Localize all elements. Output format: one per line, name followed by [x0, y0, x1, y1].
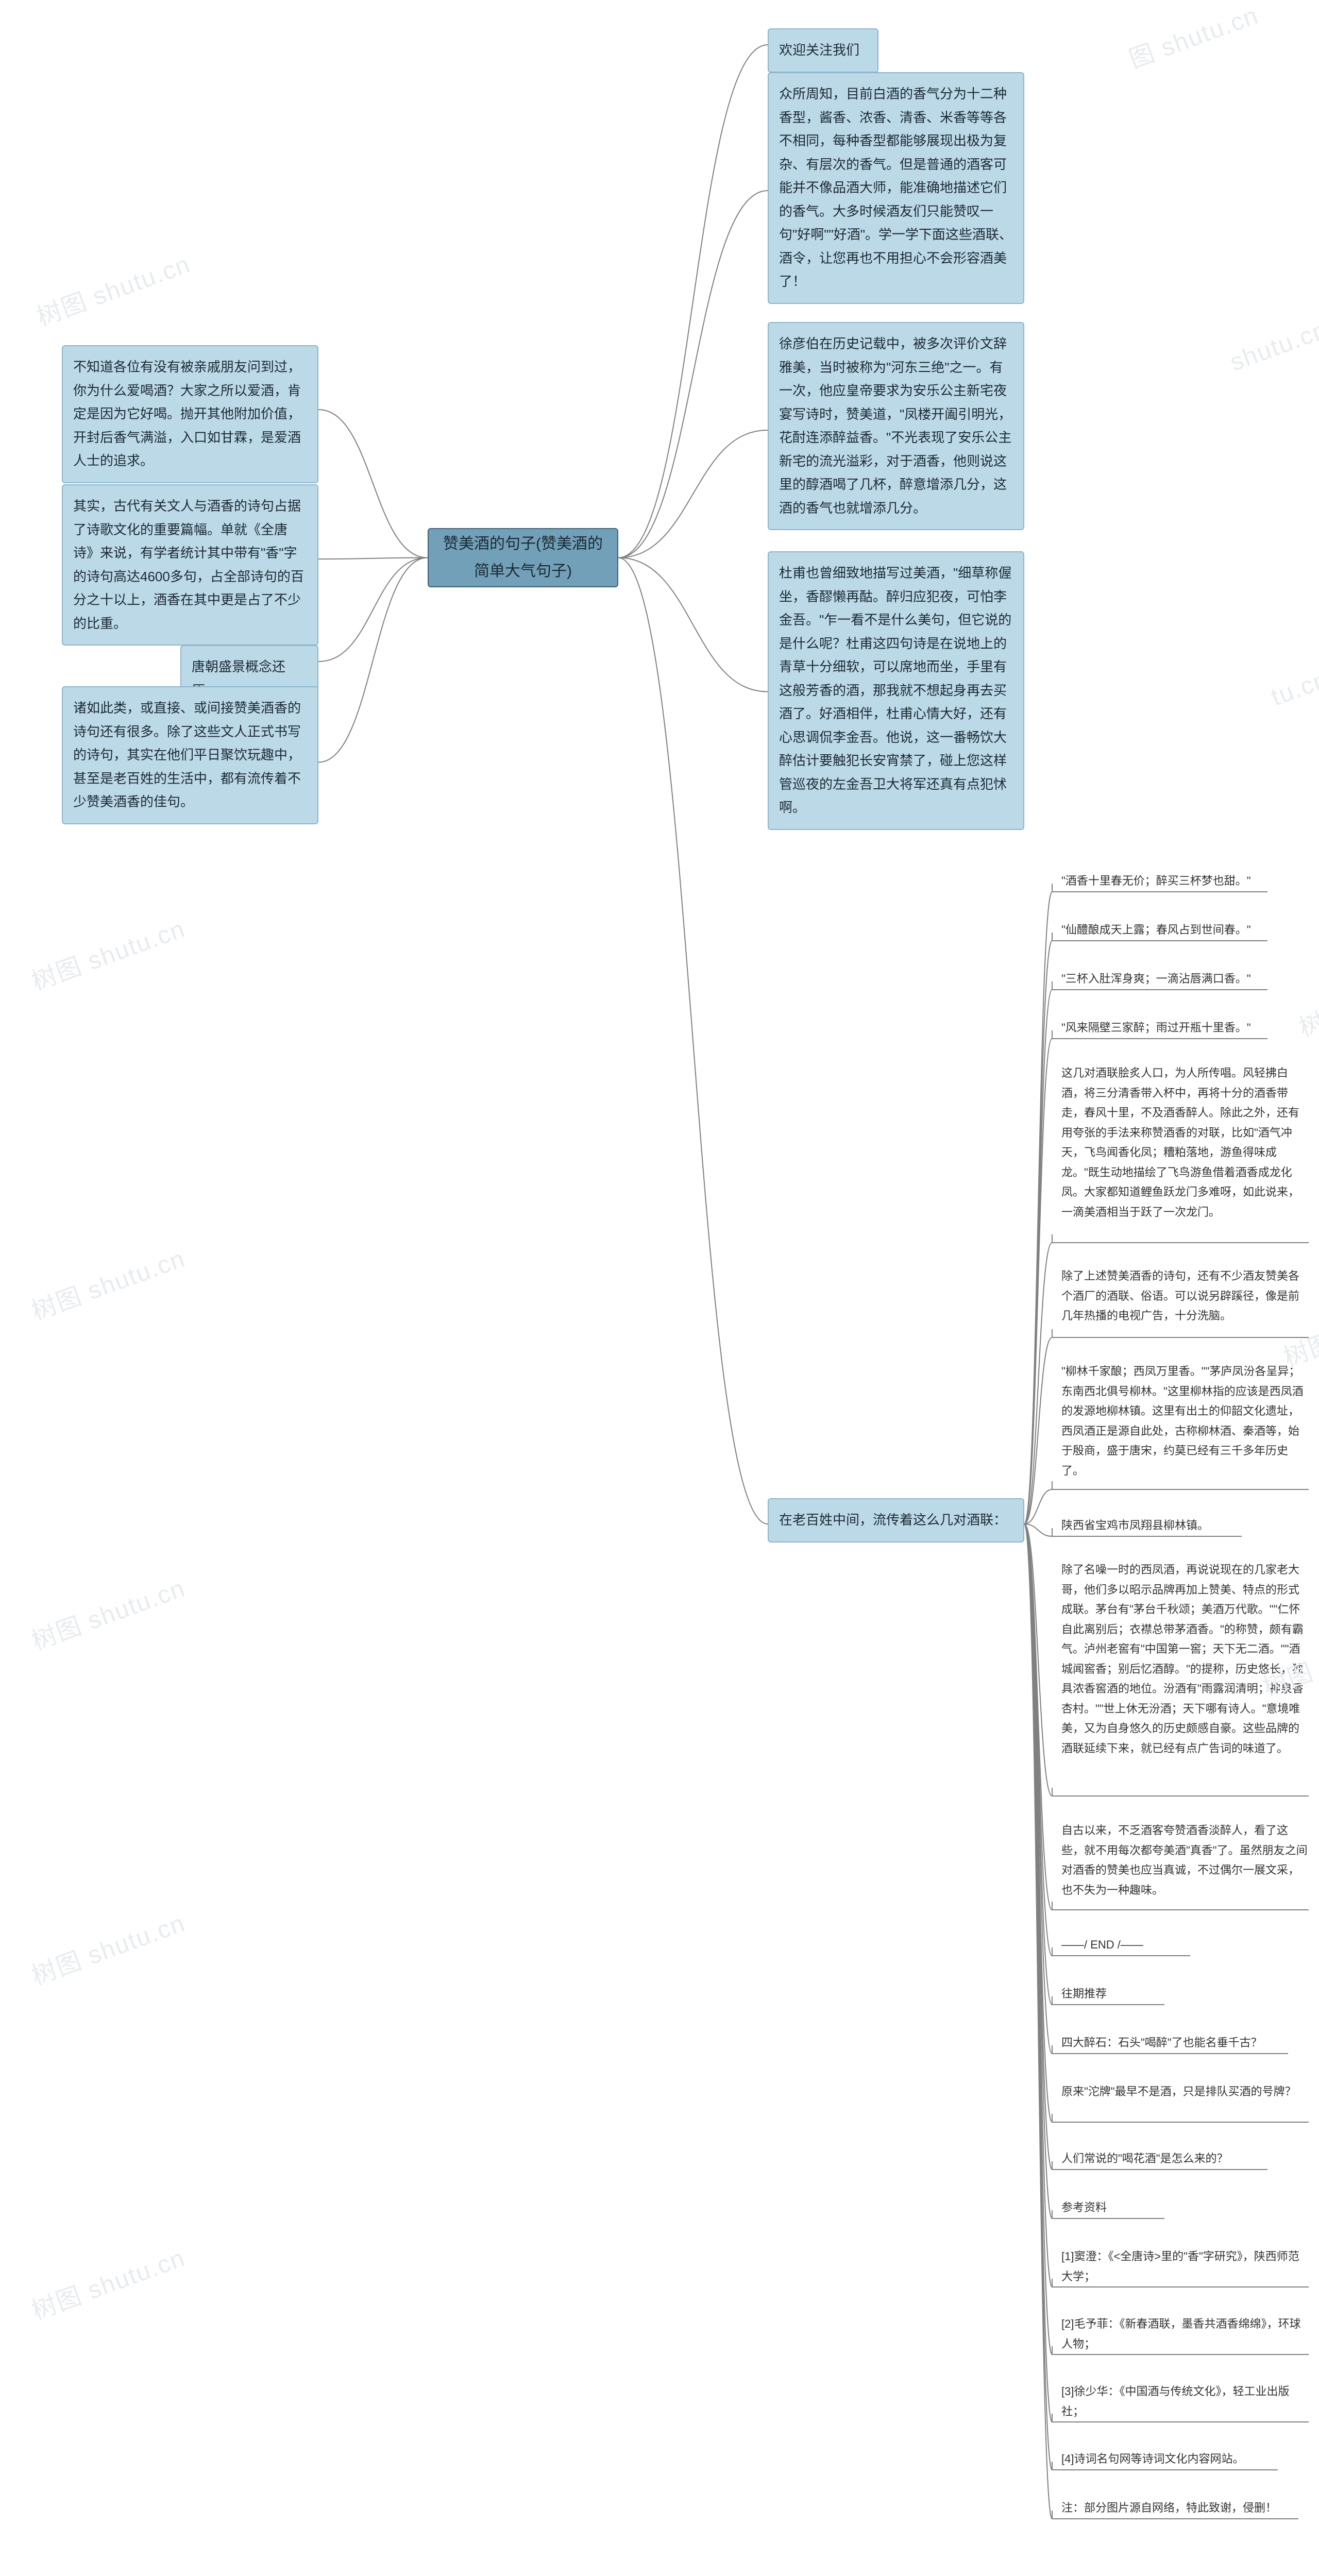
mindmap-node: 欢迎关注我们	[768, 28, 878, 73]
watermark: 树图 shutu.cn	[31, 244, 195, 333]
mindmap-leaf: 原来"沱牌"最早不是酒，只是排队买酒的号牌？	[1061, 2078, 1309, 2106]
mindmap-leaf: 除了上述赞美酒香的诗句，还有不少酒友赞美各个酒厂的酒联、俗语。可以说另辟蹊径，像…	[1061, 1262, 1309, 1330]
watermark: 树图 shutu.cn	[26, 1238, 190, 1327]
mindmap-leaf: 除了名噪一时的西凤酒，再说说现在的几家老大哥，他们多以昭示品牌再加上赞美、特点的…	[1061, 1556, 1309, 1762]
watermark: 树图 shutu.cn	[26, 2238, 190, 2327]
mindmap-node: 诸如此类，或直接、或间接赞美酒香的诗句还有很多。除了这些文人正式书写的诗句，其实…	[62, 686, 318, 824]
mindmap-root: 赞美酒的句子(赞美酒的简单大气句子)	[428, 528, 618, 587]
mindmap-leaf: "仙醴酿成天上露；春风占到世间春。"	[1061, 916, 1267, 944]
mindmap-leaf: 陕西省宝鸡市凤翔县柳林镇。	[1061, 1512, 1242, 1540]
mindmap-leaf: 参考资料	[1061, 2194, 1164, 2222]
mindmap-node: 其实，古代有关文人与酒香的诗句占据了诗歌文化的重要篇幅。单就《全唐诗》来说，有学…	[62, 484, 318, 646]
mindmap-leaf: 自古以来，不乏酒客夸赞酒香淡醉人，看了这些，就不用每次都夸美酒"真香"了。虽然朋…	[1061, 1817, 1309, 1904]
mindmap-leaf: [2]毛予菲：《新春酒联，墨香共酒香绵绵》，环球人物；	[1061, 2310, 1309, 2358]
mindmap-leaf: 人们常说的"喝花酒"是怎么来的？	[1061, 2145, 1267, 2173]
mindmap-leaf: [4]诗词名句网等诗词文化内容网站。	[1061, 2445, 1278, 2473]
watermark: tu.cn	[1267, 665, 1319, 712]
mindmap-node: 不知道各位有没有被亲戚朋友问到过，你为什么爱喝酒？大家之所以爱酒，肯定是因为它好…	[62, 345, 318, 483]
mindmap-node: 在老百姓中间，流传着这么几对酒联：	[768, 1498, 1024, 1543]
mindmap-leaf: [3]徐少华：《中国酒与传统文化》，轻工业出版社；	[1061, 2378, 1309, 2426]
mindmap-leaf: 四大醉石：石头"喝醉"了也能名垂千古？	[1061, 2029, 1288, 2057]
mindmap-leaf: [1]窦澄：《<全唐诗>里的"香"字研究》，陕西师范大学；	[1061, 2243, 1309, 2291]
mindmap-leaf: 往期推荐	[1061, 1980, 1164, 2008]
mindmap-leaf: "三杯入肚浑身爽；一滴沾唇满口香。"	[1061, 965, 1267, 993]
mindmap-leaf: "风来隔壁三家醉；雨过开瓶十里香。"	[1061, 1014, 1267, 1042]
watermark: shutu.cn	[1226, 315, 1319, 377]
watermark: 图 shutu.cn	[1123, 0, 1263, 75]
watermark: 树图 shutu.cn	[26, 2567, 190, 2576]
watermark: 树图 shutu.cn	[26, 908, 190, 997]
watermark: 树	[1293, 1001, 1319, 1044]
mindmap-leaf: "柳林千家酿；西凤万里香。""茅庐凤汾各呈异；东南西北俱号柳林。"这里柳林指的应…	[1061, 1358, 1309, 1485]
mindmap-leaf: 这几对酒联脍炙人口，为人所传唱。风轻拂白酒，将三分清香带入杯中，再将十分的酒香带…	[1061, 1059, 1309, 1226]
mindmap-node: 徐彦伯在历史记载中，被多次评价文辞雅美，当时被称为"河东三绝"之一。有一次，他应…	[768, 322, 1024, 530]
mindmap-leaf: ——/ END /——	[1061, 1931, 1190, 1959]
watermark: 树图 shutu.cn	[26, 1903, 190, 1992]
watermark: 树图 shutu.cn	[26, 1568, 190, 1657]
mindmap-node: 杜甫也曾细致地描写过美酒，"细草称偓坐，香醪懒再酤。醉归应犯夜，可怕李金吾。"乍…	[768, 551, 1024, 830]
mindmap-leaf: "酒香十里春无价；醉买三杯梦也甜。"	[1061, 867, 1267, 895]
mindmap-leaf: 注：部分图片源自网络，特此致谢，侵删！	[1061, 2494, 1298, 2522]
mindmap-node: 众所周知，目前白酒的香气分为十二种香型，酱香、浓香、清香、米香等等各不相同，每种…	[768, 72, 1024, 304]
